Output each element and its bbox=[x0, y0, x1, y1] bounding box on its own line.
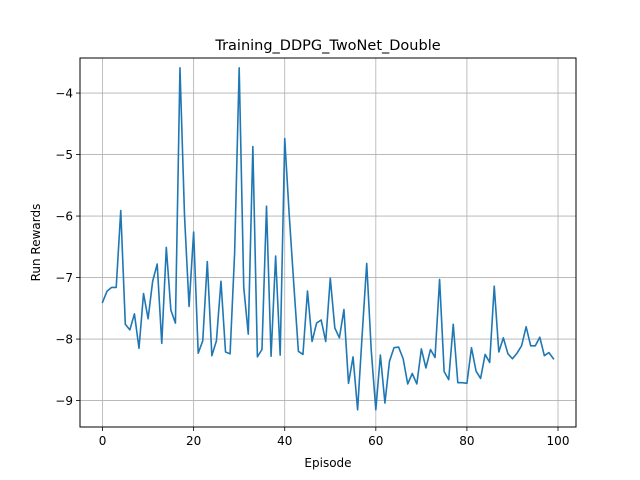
y-tick-label: −4 bbox=[55, 87, 73, 101]
y-tick-label: −6 bbox=[55, 210, 73, 224]
x-tick-label: 100 bbox=[547, 434, 570, 448]
y-tick-label: −8 bbox=[55, 333, 73, 347]
x-tick-label: 40 bbox=[277, 434, 292, 448]
x-axis: 0 20 40 60 80 100 bbox=[99, 427, 570, 448]
plot-frame bbox=[79, 57, 577, 428]
y-axis: −9 −8 −7 −6 −5 −4 bbox=[55, 87, 80, 408]
grid bbox=[80, 58, 576, 427]
y-tick-label: −5 bbox=[55, 148, 73, 162]
x-tick-label: 0 bbox=[99, 434, 107, 448]
x-tick-label: 20 bbox=[186, 434, 201, 448]
y-axis-label: Run Rewards bbox=[29, 204, 43, 282]
chart-title: Training_DDPG_TwoNet_Double bbox=[214, 38, 440, 54]
x-tick-label: 60 bbox=[368, 434, 383, 448]
plot-background bbox=[80, 58, 576, 427]
series-layer bbox=[101, 67, 555, 411]
series-line bbox=[101, 67, 555, 411]
x-tick-label: 80 bbox=[459, 434, 474, 448]
y-tick-label: −9 bbox=[55, 394, 73, 408]
x-axis-label: Episode bbox=[304, 456, 351, 470]
y-tick-label: −7 bbox=[55, 271, 73, 285]
